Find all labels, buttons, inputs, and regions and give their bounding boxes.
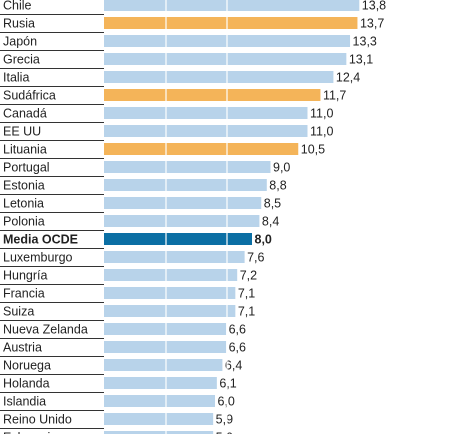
value-label: 7,2 [240, 269, 257, 283]
value-label: 6,6 [229, 341, 246, 355]
category-label: Letonia [3, 197, 44, 211]
value-label: 9,0 [273, 161, 290, 175]
category-label: Lituania [3, 143, 47, 157]
value-label: 5,9 [216, 413, 233, 427]
value-label: 8,8 [269, 179, 286, 193]
bar [104, 143, 299, 155]
value-label: 8,0 [255, 233, 272, 247]
value-label: 10,5 [301, 143, 325, 157]
category-label: Japón [3, 35, 37, 49]
value-label: 7,6 [247, 251, 264, 265]
category-label: Polonia [3, 215, 45, 229]
category-label: Eslovenia [3, 431, 57, 434]
value-label: 6,4 [225, 359, 242, 373]
bar [104, 431, 214, 434]
category-label: Italia [3, 71, 29, 85]
value-label: 6,1 [219, 377, 236, 391]
bar [104, 161, 271, 173]
bar [104, 71, 334, 83]
bar [104, 17, 358, 29]
bar [104, 251, 245, 263]
category-label: Nueva Zelanda [3, 323, 88, 337]
bar [104, 53, 347, 65]
category-label: Media OCDE [3, 233, 78, 247]
category-label: Francia [3, 287, 45, 301]
category-label: Luxemburgo [3, 251, 73, 265]
bar [104, 215, 260, 227]
bar [104, 413, 214, 425]
category-label: Holanda [3, 377, 50, 391]
bar [104, 305, 236, 317]
bar [104, 269, 238, 281]
bar [104, 125, 308, 137]
category-label: Noruega [3, 359, 51, 373]
bar [104, 89, 321, 101]
value-label: 11,0 [310, 125, 333, 139]
value-label: 8,4 [262, 215, 279, 229]
category-label: Portugal [3, 161, 50, 175]
category-label: Austria [3, 341, 42, 355]
value-label: 7,1 [238, 305, 255, 319]
value-label: 7,1 [238, 287, 255, 301]
value-label: 6,0 [218, 395, 235, 409]
category-label: Suiza [3, 305, 34, 319]
value-label: 13,3 [353, 35, 377, 49]
category-label: Rusia [3, 17, 35, 31]
category-label: Hungría [3, 269, 48, 283]
bar [104, 359, 223, 371]
category-label: Estonia [3, 179, 45, 193]
value-label: 13,8 [362, 0, 386, 13]
category-label: Canadá [3, 107, 47, 121]
category-label: Grecia [3, 53, 40, 67]
bar [104, 179, 267, 191]
value-label: 5,9 [216, 431, 233, 434]
value-label: 6,6 [229, 323, 246, 337]
bar [104, 323, 227, 335]
bar [104, 377, 217, 389]
category-label: Reino Unido [3, 413, 72, 427]
category-label: Islandia [3, 395, 46, 409]
category-label: Sudáfrica [3, 89, 56, 103]
category-label: Chile [3, 0, 32, 13]
bar [104, 287, 236, 299]
bar [104, 341, 227, 353]
value-label: 11,0 [310, 107, 333, 121]
value-label: 13,1 [349, 53, 373, 67]
bar [104, 107, 308, 119]
bar [104, 0, 360, 11]
bar [104, 197, 262, 209]
value-label: 13,7 [360, 17, 384, 31]
bar [104, 233, 252, 245]
value-label: 8,5 [264, 197, 281, 211]
bar [104, 395, 215, 407]
category-label: EE UU [3, 125, 41, 139]
value-label: 11,7 [323, 89, 346, 103]
value-label: 12,4 [336, 71, 360, 85]
